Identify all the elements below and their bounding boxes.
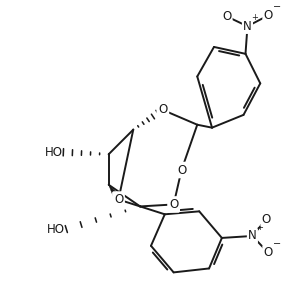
Text: O: O (177, 164, 186, 176)
Text: +: + (251, 13, 258, 22)
Text: −: − (273, 1, 281, 12)
Text: O: O (114, 193, 123, 206)
Text: O: O (158, 103, 167, 116)
Text: O: O (263, 9, 273, 22)
Text: O: O (169, 198, 178, 211)
Text: HO: HO (44, 146, 62, 159)
Text: O: O (222, 10, 231, 23)
Text: N: N (243, 20, 252, 33)
Text: O: O (262, 213, 271, 226)
Text: O: O (263, 246, 273, 259)
Text: −: − (273, 239, 281, 249)
Text: +: + (256, 223, 263, 232)
Polygon shape (109, 185, 122, 202)
Text: N: N (248, 230, 257, 242)
Text: HO: HO (47, 222, 65, 236)
